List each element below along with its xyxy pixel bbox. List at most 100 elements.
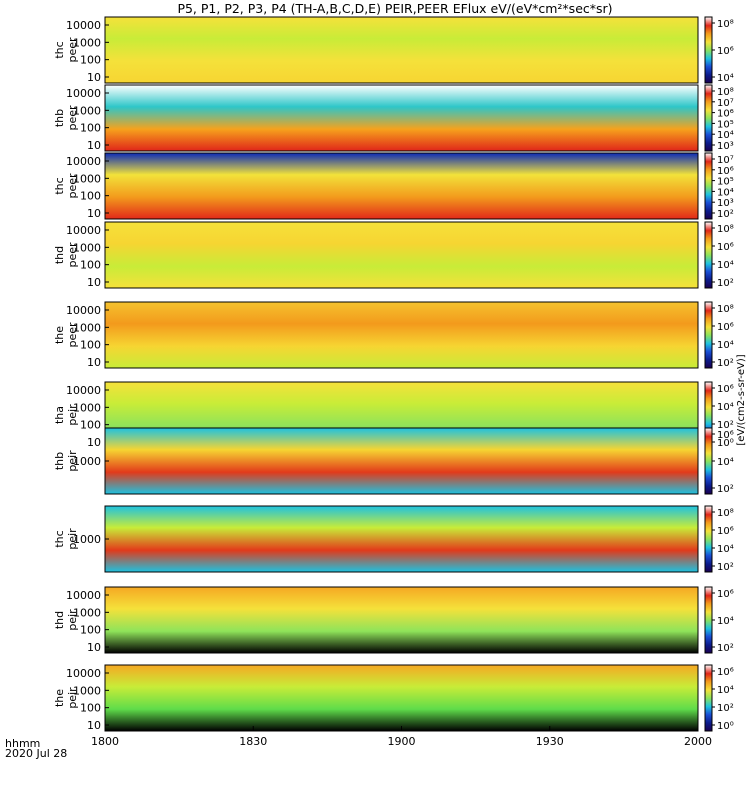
figure-title: P5, P1, P2, P3, P4 (TH-A,B,C,D,E) PEIR,P… xyxy=(177,1,612,16)
y-tick-label: 10 xyxy=(87,71,101,84)
y-tick-label: 10000 xyxy=(66,19,101,32)
colorbar-tick-label: 10⁶ xyxy=(717,384,734,395)
colorbar-tick-label: 10⁵ xyxy=(717,119,734,130)
colorbar-tick-label: 10⁵ xyxy=(717,177,734,188)
spectrogram-8 xyxy=(104,505,699,573)
y-tick-label: 1000 xyxy=(73,104,101,117)
panel-9: 10000 1000 100 10 thd peir 10⁶ 10⁴ 10² xyxy=(53,586,734,654)
colorbar-tick-label: 10² xyxy=(717,420,734,431)
y-tick-label: 10000 xyxy=(66,384,101,397)
y-tick-label: 10 xyxy=(87,641,101,654)
y-tick-label: 10000 xyxy=(66,87,101,100)
panel-label-probe: thd xyxy=(53,246,66,264)
y-tick-label: 100 xyxy=(80,54,101,67)
y-tick-label: 10 xyxy=(87,719,101,732)
y-tick-label: 100 xyxy=(80,702,101,715)
colorbar-unit-label: [eV/(cm2-s-sr-eV)] xyxy=(736,354,747,445)
panel-label-species: peir xyxy=(66,404,79,426)
y-tick-label: 10000 xyxy=(66,155,101,168)
colorbar-tick-label: 10⁸ xyxy=(717,508,734,519)
y-tick-label: 10 xyxy=(87,207,101,220)
y-tick-label: 100 xyxy=(80,190,101,203)
colorbar-tick-label: 10⁶ xyxy=(717,322,734,333)
y-tick-label: 10000 xyxy=(66,304,101,317)
colorbar-tick-label: 10² xyxy=(717,562,734,573)
spectrogram-2 xyxy=(104,84,699,152)
panel-label-probe: the xyxy=(53,326,66,344)
x-tick-label: 1800 xyxy=(91,735,119,748)
y-tick-label: 100 xyxy=(80,259,101,272)
x-tick-label: 1930 xyxy=(536,735,564,748)
colorbar-tick-label: 10⁶ xyxy=(717,166,734,177)
y-tick-label: 10 xyxy=(87,356,101,369)
spectrogram-5 xyxy=(104,301,699,369)
panel-label-probe: tha xyxy=(53,406,66,424)
colorbar-1 xyxy=(704,16,713,84)
panel-label-probe: the xyxy=(53,689,66,707)
colorbar-tick-label: 10⁴ xyxy=(717,340,734,351)
colorbar-8 xyxy=(704,505,713,573)
x-tick-label: 1830 xyxy=(239,735,267,748)
colorbar-tick-label: 10⁶ xyxy=(717,109,734,120)
panel-8: 1000 thc peir 10⁸ 10⁶ 10⁴ 10² xyxy=(53,505,734,573)
y-tick-label: 1000 xyxy=(73,455,101,468)
x-tick-label: 1900 xyxy=(388,735,416,748)
x-axis: 1800 1830 1900 1930 2000 xyxy=(91,726,712,748)
colorbar-tick-label: 10² xyxy=(717,643,734,654)
panel-4: 10000 1000 100 10 thd peer 10⁸ 10⁶ 10⁴ 10² xyxy=(53,221,734,289)
y-tick-label: 10000 xyxy=(66,667,101,680)
panel-10: 10000 1000 100 10 the peir 10⁶ 10⁴ 10² 10⁰ xyxy=(53,664,734,732)
colorbar-tick-label: 10⁴ xyxy=(717,457,734,468)
colorbar-tick-label: 10² xyxy=(717,484,734,495)
colorbar-10 xyxy=(704,664,713,732)
y-tick-label: 1000 xyxy=(73,684,101,697)
panel-label-species: peir xyxy=(66,687,79,709)
colorbar-5 xyxy=(704,301,713,369)
panel-label-species: peer xyxy=(66,322,79,348)
colorbar-tick-label: 10⁴ xyxy=(717,544,734,555)
panel-label-probe: thb xyxy=(53,109,66,127)
colorbar-tick-label: 10² xyxy=(717,703,734,714)
spectrogram-1 xyxy=(104,16,699,84)
panel-label-species: peir xyxy=(66,609,79,631)
panel-7: 1000 thb peir 10⁶ 10⁴ 10² xyxy=(53,427,734,495)
panel-label-probe: thb xyxy=(53,452,66,470)
panel-label-species: peir xyxy=(66,450,79,472)
panel-label-probe: thc xyxy=(53,530,66,547)
y-tick-label: 1000 xyxy=(73,172,101,185)
panel-label-probe: thd xyxy=(53,611,66,629)
colorbar-9 xyxy=(704,586,713,654)
y-tick-label: 1000 xyxy=(73,241,101,254)
panel-5: 10000 1000 100 10 the peer 10⁸ 10⁶ 10⁴ 10² xyxy=(53,301,734,369)
colorbar-tick-label: 10⁸ xyxy=(717,19,734,30)
colorbar-tick-label: 10⁴ xyxy=(717,402,734,413)
colorbar-tick-label: 10⁷ xyxy=(717,155,734,166)
colorbar-3 xyxy=(704,152,713,220)
colorbar-tick-label: 10⁶ xyxy=(717,589,734,600)
colorbar-tick-label: 10⁰ xyxy=(717,721,734,732)
colorbar-tick-label: 10⁶ xyxy=(717,667,734,678)
y-tick-label: 100 xyxy=(80,624,101,637)
y-tick-label: 100 xyxy=(80,339,101,352)
spectrogram-10 xyxy=(104,664,699,732)
colorbar-tick-label: 10⁴ xyxy=(717,685,734,696)
y-tick-label: 1000 xyxy=(73,606,101,619)
spectrogram-3 xyxy=(104,152,699,220)
y-tick-label: 1000 xyxy=(73,533,101,546)
colorbar-tick-label: 10² xyxy=(717,278,734,289)
x-axis-label-hhmm: hhmm xyxy=(5,737,40,750)
colorbar-tick-label: 10⁴ xyxy=(717,73,734,84)
y-tick-label: 1000 xyxy=(73,321,101,334)
y-tick-label: 10000 xyxy=(66,224,101,237)
colorbar-tick-label: 10³ xyxy=(717,141,734,152)
colorbar-4 xyxy=(704,221,713,289)
panel-label-species: peer xyxy=(66,105,79,131)
panel-label-species: peir xyxy=(66,528,79,550)
colorbar-tick-label: 10⁸ xyxy=(717,224,734,235)
panel-label-species: peer xyxy=(66,173,79,199)
y-tick-label: 10 xyxy=(87,276,101,289)
spectrogram-4 xyxy=(104,221,699,289)
